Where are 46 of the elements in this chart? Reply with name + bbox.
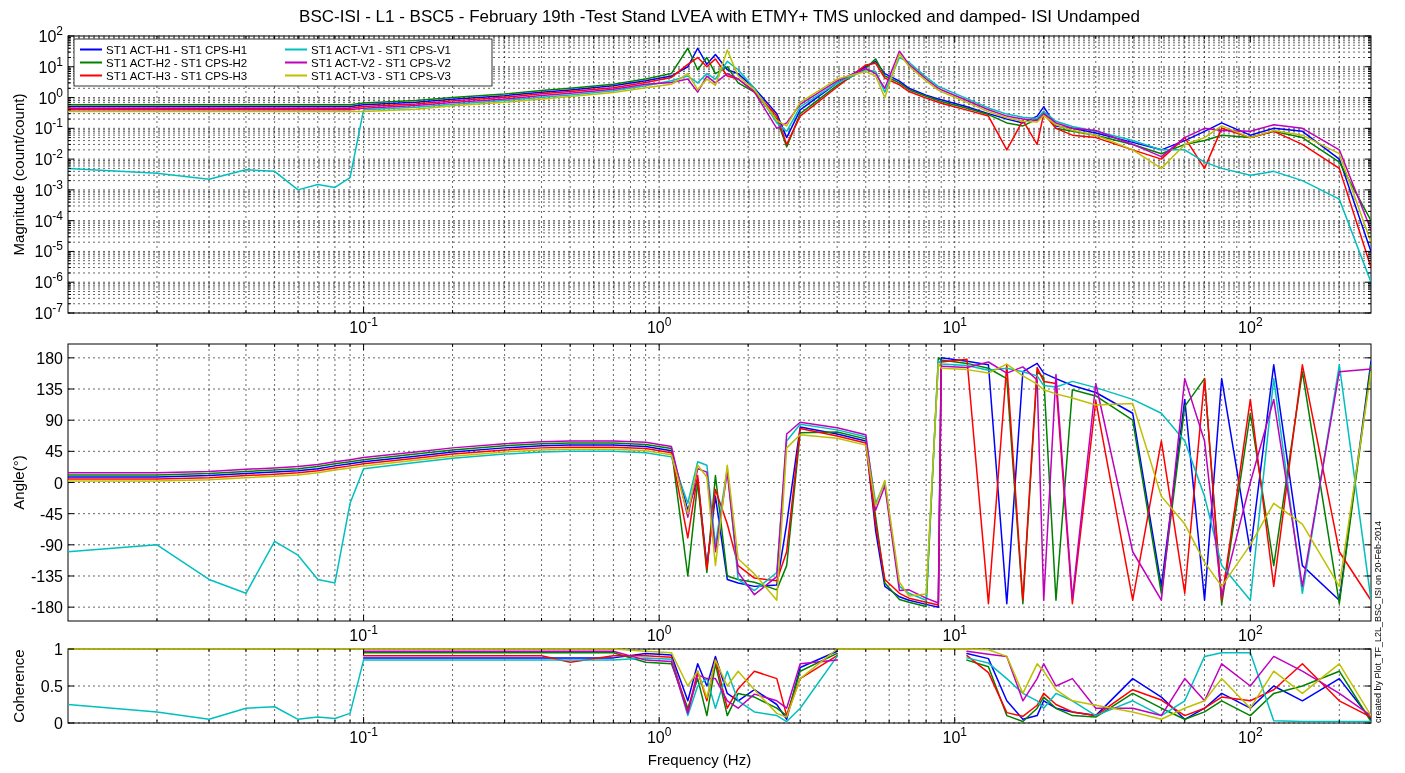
- x-tick-label: 10$^{2}$: [1238, 315, 1263, 336]
- y-tick-label: 10$^{-6}$: [34, 270, 64, 292]
- x-tick-label: 10$^{0}$: [646, 725, 672, 746]
- y-tick-label: 0: [54, 715, 64, 732]
- y-tick-label: 10$^{-3}$: [34, 177, 64, 199]
- y-tick-label: -45: [39, 505, 64, 523]
- x-tick-label: 10$^{1}$: [942, 623, 968, 644]
- y-tick-label: 10$^{1}$: [38, 54, 64, 76]
- y-tick-label: 10$^{-5}$: [34, 239, 64, 261]
- y-tick-label: 1: [54, 641, 64, 658]
- y-tick-label: -135: [30, 567, 64, 585]
- x-tick-label: 10$^{0}$: [646, 623, 672, 644]
- legend-label: ST1 ACT-H2 - ST1 CPS-H2: [106, 56, 248, 69]
- chart-title: BSC-ISI - L1 - BSC5 - February 19th -Test Stand LVEA with ETMY+ TMS unlocked and damped- ISI Undamped: [299, 7, 1140, 26]
- legend-label: ST1 ACT-H1 - ST1 CPS-H1: [106, 43, 248, 56]
- legend-label: ST1 ACT-V1 - ST1 CPS-V1: [311, 43, 451, 56]
- x-tick-label: 10$^{1}$: [942, 315, 968, 336]
- x-tick-label: 10$^{-1}$: [349, 725, 379, 746]
- y-tick-label: 90: [45, 412, 64, 430]
- text: created by Plot_TF_L2L_BSC_ISI on 20-Feb-2014: [1373, 520, 1383, 723]
- y-tick-label: 10$^{-4}$: [34, 208, 64, 230]
- x-tick-label: 10$^{2}$: [1238, 725, 1263, 746]
- y-axis-title: Magnitude (count/count): [10, 93, 27, 256]
- y-tick-label: 180: [36, 349, 64, 367]
- y-tick-label: 0.5: [40, 678, 64, 695]
- x-tick-label: 10$^{-1}$: [349, 623, 379, 644]
- x-tick-label: 10$^{2}$: [1238, 623, 1263, 644]
- legend-label: ST1 ACT-V3 - ST1 CPS-V3: [311, 69, 451, 82]
- x-tick-label: 10$^{-1}$: [349, 315, 379, 336]
- y-axis-title: Coherence: [10, 649, 27, 723]
- x-axis-title: Frequency (Hz): [647, 751, 752, 768]
- y-tick-label: 10$^{-2}$: [34, 147, 64, 169]
- legend-label: ST1 ACT-H3 - ST1 CPS-H3: [106, 69, 248, 82]
- y-tick-label: -180: [30, 599, 64, 617]
- x-tick-label: 10$^{0}$: [646, 315, 672, 336]
- y-tick-label: 10$^{2}$: [38, 24, 64, 45]
- x-tick-label: 10$^{1}$: [942, 725, 968, 746]
- y-axis-title: Angle(°): [10, 455, 27, 510]
- y-tick-label: 0: [54, 474, 64, 492]
- y-tick-label: 45: [45, 443, 64, 461]
- y-tick-label: 135: [36, 381, 64, 399]
- legend-label: ST1 ACT-V2 - ST1 CPS-V2: [311, 56, 451, 69]
- y-tick-label: -90: [39, 536, 64, 554]
- y-tick-label: 10$^{0}$: [38, 85, 64, 107]
- y-tick-label: 10$^{-7}$: [34, 301, 64, 322]
- y-tick-label: 10$^{-1}$: [34, 116, 64, 138]
